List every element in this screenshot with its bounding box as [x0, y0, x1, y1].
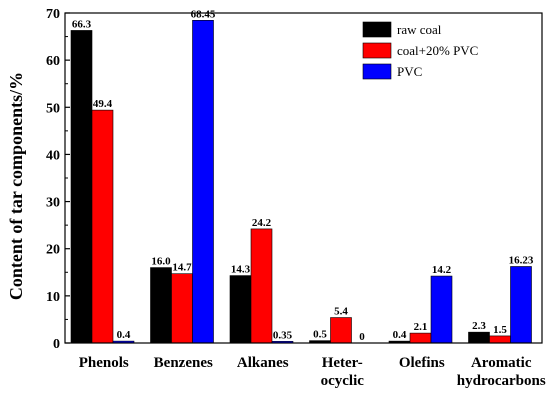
bar-pvc-5 [510, 266, 532, 344]
legend-swatch [362, 42, 392, 59]
bar-raw-coal-0 [70, 30, 93, 344]
legend-swatch [362, 21, 392, 38]
x-tick-label: Alkanes [237, 355, 289, 371]
legend-label: PVC [397, 64, 422, 79]
x-axis: Phenols Benzenes Alkanes Heter-ocyclic Olefi… [79, 355, 546, 389]
y-tick-label: 20 [46, 243, 60, 258]
bar-coal-20-pvc-0 [91, 109, 114, 344]
y-tick-label: 40 [46, 148, 60, 163]
legend-swatch [362, 63, 392, 80]
data-label: 14.2 [432, 264, 452, 276]
plot-frame [64, 12, 543, 344]
x-tick-label: Phenols [79, 355, 129, 371]
y-tick-label: 0 [53, 337, 60, 352]
data-label: 0 [359, 331, 365, 343]
bar-coal-20-pvc-2 [250, 228, 273, 344]
data-label: 1.5 [493, 324, 507, 336]
y-tick-label: 30 [46, 196, 60, 211]
bar-pvc-4 [430, 275, 453, 344]
bar-coal-20-pvc-1 [171, 273, 193, 344]
data-label: 24.2 [252, 217, 272, 229]
data-label: 0.4 [393, 329, 407, 341]
x-tick-label: ocyclic [321, 373, 365, 389]
legend-label: coal+20% PVC [397, 43, 478, 58]
bar-coal-20-pvc-5 [489, 335, 511, 344]
data-label: 14.7 [172, 262, 192, 274]
data-label: 5.4 [334, 306, 348, 318]
data-label: 2.3 [472, 320, 486, 332]
y-tick-label: 10 [46, 290, 60, 305]
legend-label: raw coal [397, 22, 442, 37]
x-tick-label: Heter- [322, 355, 363, 371]
plot-area: 66.3 49.4 0.4 16.014.7 68.45 14.3 24.2 0.35 0.5 5… [64, 8, 543, 344]
data-label: 0.4 [117, 329, 131, 341]
bar-raw-coal-2 [229, 275, 252, 344]
data-label: 0.35 [273, 329, 293, 341]
data-label: 66.3 [72, 18, 92, 30]
bar-pvc-1 [192, 20, 214, 344]
x-tick-label: Benzenes [154, 355, 213, 371]
data-label: 14.3 [231, 264, 251, 276]
data-label: 68.45 [191, 8, 216, 20]
data-label: 0.5 [313, 329, 327, 341]
bar-coal-20-pvc-4 [409, 332, 432, 344]
y-tick-label: 60 [46, 54, 60, 69]
bar-raw-coal-1 [150, 267, 172, 344]
data-label: 16.0 [151, 256, 171, 268]
data-label: 49.4 [93, 98, 113, 110]
bar-coal-20-pvc-3 [330, 317, 352, 344]
y-tick-label: 70 [46, 7, 60, 22]
y-axis-label: Content of tar components/% [6, 72, 26, 300]
y-tick-label: 50 [46, 101, 60, 116]
legend: raw coal coal+20% PVC PVC [362, 21, 478, 80]
y-axis: 0 10 20 30 40 50 60 70 [46, 7, 70, 352]
x-tick-label: Olefins [399, 355, 445, 371]
x-tick-label: Aromatic [471, 355, 532, 371]
data-label: 16.23 [509, 254, 534, 266]
data-label: 2.1 [414, 321, 428, 333]
x-tick-label: hydrocarbons [457, 373, 546, 389]
bar-raw-coal-5 [468, 331, 490, 344]
